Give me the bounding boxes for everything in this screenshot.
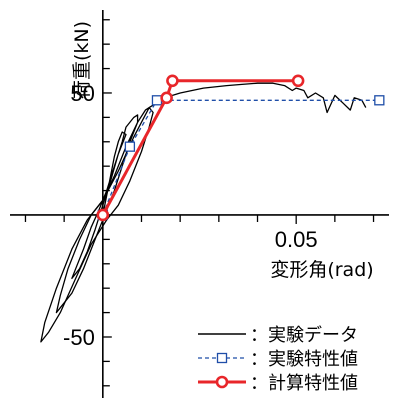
calculated-point-1 [96,208,110,222]
characteristic-point-3 [151,95,163,106]
characteristic-line [102,99,380,216]
legend-marker [216,352,228,364]
experiment-loop-1 [71,131,127,280]
legend-label: ：計算特性値 [250,373,358,394]
calculated-point-2 [160,91,173,105]
calculated-point-4 [291,74,305,88]
calculated-point-3 [166,74,179,88]
experiment-loop-3 [40,106,154,343]
legend-item-2: ：実験特性値 [198,349,358,370]
calculated-line [101,79,299,216]
legend-marker [215,375,229,389]
legend-label: ：実験特性値 [250,349,358,370]
experiment-loop-4 [148,82,367,114]
legend-item-3: ：計算特性値 [198,373,358,394]
axes: 0.05 50 -50 [10,10,389,398]
legend: ：実験データ ：実験特性値 ：計算特性値 [198,325,358,394]
x-tick-label: 0.05 [275,227,318,252]
y-tick-label: 50 [70,81,94,106]
legend-item-1: ：実験データ [198,325,358,346]
characteristic-point-2 [124,141,136,152]
y-axis-label: 荷重(kN) [71,21,93,99]
characteristic-point-4 [374,95,385,106]
y-tick-label: -50 [63,325,95,350]
plot-area [40,74,385,343]
labels: 変形角(rad) 荷重(kN) [71,21,374,281]
x-axis-label: 変形角(rad) [270,259,373,281]
legend-label: ：実験データ [250,325,358,346]
